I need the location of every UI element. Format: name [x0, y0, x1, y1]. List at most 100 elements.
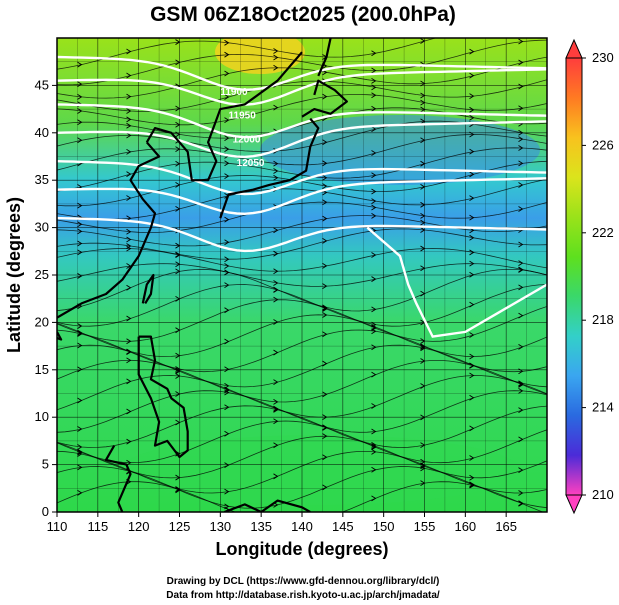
streamline-arrow	[518, 284, 524, 291]
streamline-arrow	[224, 503, 230, 510]
streamline-arrow	[126, 108, 132, 114]
streamline-arrow	[371, 204, 377, 211]
streamline-arrow	[469, 353, 475, 360]
streamline-arrow	[371, 150, 377, 156]
streamline-arrow	[469, 234, 475, 241]
streamline-arrow	[371, 198, 377, 205]
streamline-arrow	[224, 70, 230, 77]
streamline-arrow	[273, 48, 279, 54]
colorbar-body	[565, 57, 583, 496]
streamline-arrow	[518, 241, 524, 248]
streamline-arrow	[273, 296, 279, 303]
x-tick-label: 110	[47, 519, 68, 534]
streamline-arrow	[224, 404, 230, 411]
streamline-arrow	[126, 357, 132, 364]
streamline-arrow	[322, 312, 328, 318]
streamline-arrow	[371, 188, 377, 195]
streamline-arrow	[371, 444, 377, 451]
tropical-band	[120, 435, 520, 505]
streamline-arrow	[469, 332, 475, 338]
x-tick-label: 130	[209, 519, 231, 534]
coastline	[104, 445, 132, 512]
colorbar-min-arrow	[565, 494, 583, 515]
x-tick-label: 155	[414, 519, 436, 534]
streamline-arrow	[518, 38, 524, 45]
streamline-arrow	[518, 500, 524, 507]
colorbar-tick-label: 222	[592, 225, 614, 240]
streamline-arrow	[224, 338, 230, 345]
streamline-arrow	[224, 488, 230, 495]
coastline	[145, 51, 303, 182]
streamline-arrow	[469, 106, 475, 113]
streamline-arrow	[273, 174, 279, 181]
streamline-arrow	[469, 301, 475, 308]
streamline-arrow	[371, 84, 377, 91]
streamline-arrow	[371, 172, 377, 179]
coastline	[57, 331, 63, 341]
x-axis-ticks: 110 115 120 125 130 135 140 145 150 155 160 165	[47, 512, 517, 534]
streamline-arrow	[322, 174, 328, 181]
streamline-arrow	[371, 428, 377, 435]
streamline-arrow	[126, 72, 132, 79]
streamline-arrow	[126, 348, 132, 355]
colorbar-tick-label: 218	[592, 312, 614, 327]
streamline-arrow	[224, 307, 230, 314]
streamline-arrow	[224, 239, 230, 246]
streamline-arrow	[273, 268, 279, 275]
x-tick-label: 145	[332, 519, 354, 534]
streamline-arrow	[371, 441, 377, 448]
y-tick-label: 35	[35, 172, 49, 187]
streamline-arrow	[518, 266, 524, 273]
colorbar-tick-label: 214	[592, 400, 614, 415]
streamline-arrow	[224, 430, 230, 437]
streamline-arrow	[322, 331, 328, 338]
streamline-arrow	[77, 228, 83, 235]
streamline-arrow	[224, 256, 230, 263]
x-tick-label: 140	[291, 519, 313, 534]
coastline	[137, 335, 189, 459]
y-tick-label: 25	[35, 267, 49, 282]
streamline-arrow	[371, 78, 377, 84]
streamline-arrow	[273, 349, 279, 356]
streamline-arrow	[77, 448, 83, 455]
streamline-arrow	[126, 171, 132, 178]
warm-anomaly	[215, 38, 305, 74]
streamline-arrow	[371, 252, 377, 258]
streamline-arrow	[469, 171, 475, 178]
y-tick-label: 30	[35, 220, 49, 235]
streamline-arrow	[469, 474, 475, 481]
x-tick-label: 165	[495, 519, 517, 534]
streamline-arrow	[518, 467, 524, 474]
streamline-arrow	[322, 484, 328, 491]
streamline-arrow	[322, 283, 328, 290]
streamline-arrow	[518, 260, 524, 266]
streamline-arrow	[469, 482, 475, 488]
streamline-arrow	[126, 93, 132, 100]
streamline-arrow	[224, 382, 230, 389]
streamline-arrow	[273, 160, 279, 167]
streamline-arrow	[273, 64, 279, 71]
x-tick-label: 115	[87, 519, 108, 534]
streamline-arrow	[519, 25, 523, 30]
streamline-arrow	[322, 424, 328, 431]
plot-area: 11900 11950 12000 12050	[57, 25, 547, 512]
streamline-arrow	[371, 321, 377, 328]
chart-title: GSM 06Z18Oct2025 (200.0hPa)	[150, 3, 456, 26]
streamline-arrow	[273, 473, 279, 480]
streamline-arrow	[224, 173, 230, 180]
height-contour	[57, 120, 547, 159]
streamline-arrow	[469, 148, 475, 155]
streamline-arrow	[273, 418, 279, 425]
streamline-arrow	[469, 93, 475, 99]
y-tick-label: 45	[35, 77, 49, 92]
streamline-arrow	[77, 249, 83, 256]
streamline-arrow	[224, 51, 230, 58]
streamline-arrow	[518, 490, 524, 496]
streamline-arrow	[371, 67, 377, 74]
streamline-arrow	[77, 342, 83, 349]
streamline-arrow	[322, 263, 328, 269]
streamline-arrow	[469, 48, 475, 55]
x-axis-label: Longitude (degrees)	[215, 539, 388, 559]
streamline-arrow	[77, 108, 83, 114]
streamline-arrow	[77, 137, 83, 144]
